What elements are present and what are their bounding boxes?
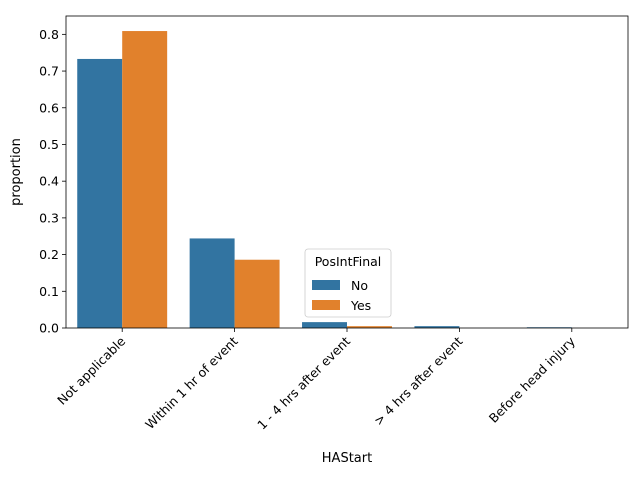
y-tick-label: 0.0 — [39, 321, 59, 336]
x-tick-label: Not applicable — [54, 333, 128, 407]
legend-swatch-yes — [312, 300, 340, 310]
y-tick-label: 0.6 — [39, 100, 59, 115]
bar-yes-1 — [234, 259, 280, 328]
y-axis-label: proportion — [9, 138, 24, 206]
x-tick-label: 1 - 4 hrs after event — [254, 333, 353, 432]
y-axis: 0.0 0.1 0.2 0.3 0.4 0.5 0.6 0.7 0.8 — [39, 27, 66, 336]
x-axis: Not applicable Within 1 hr of event 1 - 4 … — [54, 328, 578, 433]
legend-label-yes: Yes — [350, 298, 371, 313]
y-tick-label: 0.4 — [39, 174, 59, 189]
plot-frame — [65, 15, 629, 329]
legend-label-no: No — [351, 278, 368, 293]
y-tick-label: 0.8 — [39, 27, 59, 42]
bar-no-0 — [77, 58, 123, 328]
x-tick-label: > 4 hrs after event — [371, 333, 466, 428]
x-tick-label: Before head injury — [486, 333, 579, 426]
bars-group — [77, 31, 572, 329]
bar-yes-2 — [347, 326, 392, 328]
y-tick-label: 0.1 — [39, 284, 59, 299]
x-tick-label: Within 1 hr of event — [142, 333, 241, 432]
y-tick-label: 0.3 — [39, 210, 59, 225]
y-tick-label: 0.5 — [39, 137, 59, 152]
legend: PosIntFinal No Yes — [304, 248, 392, 318]
bar-no-1 — [189, 238, 235, 328]
y-tick-label: 0.7 — [39, 64, 59, 79]
bar-yes-0 — [122, 31, 168, 329]
x-axis-label: HAStart — [322, 451, 372, 466]
legend-swatch-no — [312, 280, 340, 290]
y-tick-label: 0.2 — [39, 247, 59, 262]
bar-no-3 — [414, 326, 460, 328]
legend-title: PosIntFinal — [315, 254, 382, 269]
bar-no-2 — [302, 322, 347, 328]
